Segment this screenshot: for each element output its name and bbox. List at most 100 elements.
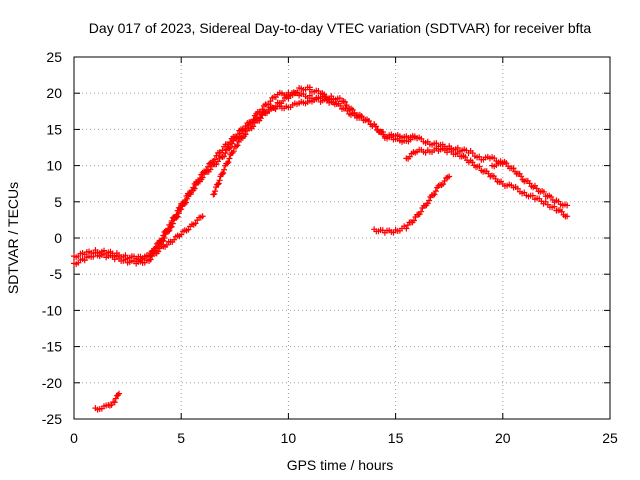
- data-point: [150, 248, 157, 255]
- series-pass-H: [371, 173, 453, 236]
- data-point: [152, 244, 159, 251]
- data-point: [518, 173, 525, 180]
- y-tick-label: 10: [46, 158, 62, 174]
- data-point: [380, 129, 387, 136]
- data-point: [440, 181, 447, 188]
- y-tick-label: -15: [42, 339, 62, 355]
- data-point: [280, 97, 287, 104]
- data-point: [259, 106, 266, 113]
- data-point: [151, 247, 158, 254]
- data-point: [206, 160, 213, 167]
- data-point: [165, 225, 172, 232]
- data-point: [558, 208, 565, 215]
- data-point: [223, 146, 230, 153]
- data-point: [430, 192, 437, 199]
- data-point: [177, 204, 184, 211]
- data-point: [186, 190, 193, 197]
- data-point: [454, 149, 461, 156]
- data-point: [234, 131, 241, 138]
- series-pass-G: [489, 158, 571, 209]
- data-point: [342, 99, 349, 106]
- data-point: [358, 113, 365, 120]
- data-point: [548, 193, 555, 200]
- data-point: [418, 208, 425, 215]
- data-point: [174, 207, 181, 214]
- data-point: [365, 117, 372, 124]
- data-point: [219, 171, 226, 178]
- data-point: [199, 213, 206, 220]
- data-point: [116, 390, 123, 397]
- data-point: [101, 251, 108, 258]
- data-point: [510, 165, 517, 172]
- series-pass-I: [92, 390, 123, 413]
- data-point: [469, 150, 476, 157]
- data-point: [424, 200, 431, 207]
- data-point: [226, 155, 233, 162]
- data-point: [267, 98, 274, 105]
- y-tick-label: 20: [46, 85, 62, 101]
- data-point: [195, 178, 202, 185]
- y-tick-label: 0: [54, 230, 62, 246]
- data-point: [194, 179, 201, 186]
- y-axis-label: SDTVAR / TECUs: [5, 182, 21, 294]
- data-point: [514, 185, 521, 192]
- data-point: [221, 153, 228, 160]
- data-point: [190, 184, 197, 191]
- y-tick-label: -10: [42, 302, 62, 318]
- data-point: [403, 225, 410, 232]
- data-point: [219, 147, 226, 154]
- data-point: [215, 180, 222, 187]
- chart-title: Day 017 of 2023, Sidereal Day-to-day VTE…: [89, 20, 592, 36]
- data-point: [372, 123, 379, 130]
- data-point: [226, 145, 233, 152]
- data-point: [250, 123, 257, 130]
- data-point: [90, 253, 97, 260]
- series-pass-B: [71, 213, 206, 268]
- y-tick-label: 15: [46, 121, 62, 137]
- data-point: [146, 253, 153, 260]
- axis-ticks: 0 5 10 15 20 25 -25 -20 -15 -10 -5 0 5 10 15 20 25: [42, 49, 618, 446]
- data-point: [225, 159, 232, 166]
- data-point: [185, 226, 192, 233]
- data-point: [171, 236, 178, 243]
- x-tick-label: 25: [602, 430, 618, 446]
- x-tick-label: 15: [388, 430, 404, 446]
- data-point: [406, 153, 413, 160]
- data-point: [168, 217, 175, 224]
- data-point: [426, 197, 433, 204]
- data-point: [337, 102, 344, 109]
- data-point: [163, 241, 170, 248]
- x-tick-label: 0: [70, 430, 78, 446]
- data-points: [71, 84, 571, 413]
- y-tick-label: -20: [42, 375, 62, 391]
- data-point: [469, 159, 476, 166]
- data-point: [182, 196, 189, 203]
- data-point: [180, 199, 187, 206]
- data-point: [188, 187, 195, 194]
- data-point: [212, 188, 219, 195]
- data-point: [211, 190, 218, 197]
- y-tick-label: 25: [46, 49, 62, 65]
- data-point: [199, 169, 206, 176]
- data-point: [242, 131, 249, 138]
- data-point: [476, 163, 483, 170]
- data-point: [159, 236, 166, 243]
- data-point: [155, 248, 162, 255]
- x-tick-label: 20: [495, 430, 511, 446]
- data-point: [235, 138, 242, 145]
- data-point: [294, 89, 301, 96]
- data-point: [167, 221, 174, 228]
- data-point: [410, 217, 417, 224]
- data-point: [431, 191, 438, 198]
- data-point: [446, 173, 453, 180]
- data-point: [122, 256, 129, 263]
- data-point: [462, 154, 469, 161]
- data-point: [211, 156, 218, 163]
- data-point: [205, 163, 211, 170]
- data-point: [343, 102, 350, 109]
- data-point: [540, 188, 547, 195]
- data-point: [160, 232, 167, 239]
- series-pass-F: [403, 145, 571, 220]
- data-point: [173, 211, 180, 218]
